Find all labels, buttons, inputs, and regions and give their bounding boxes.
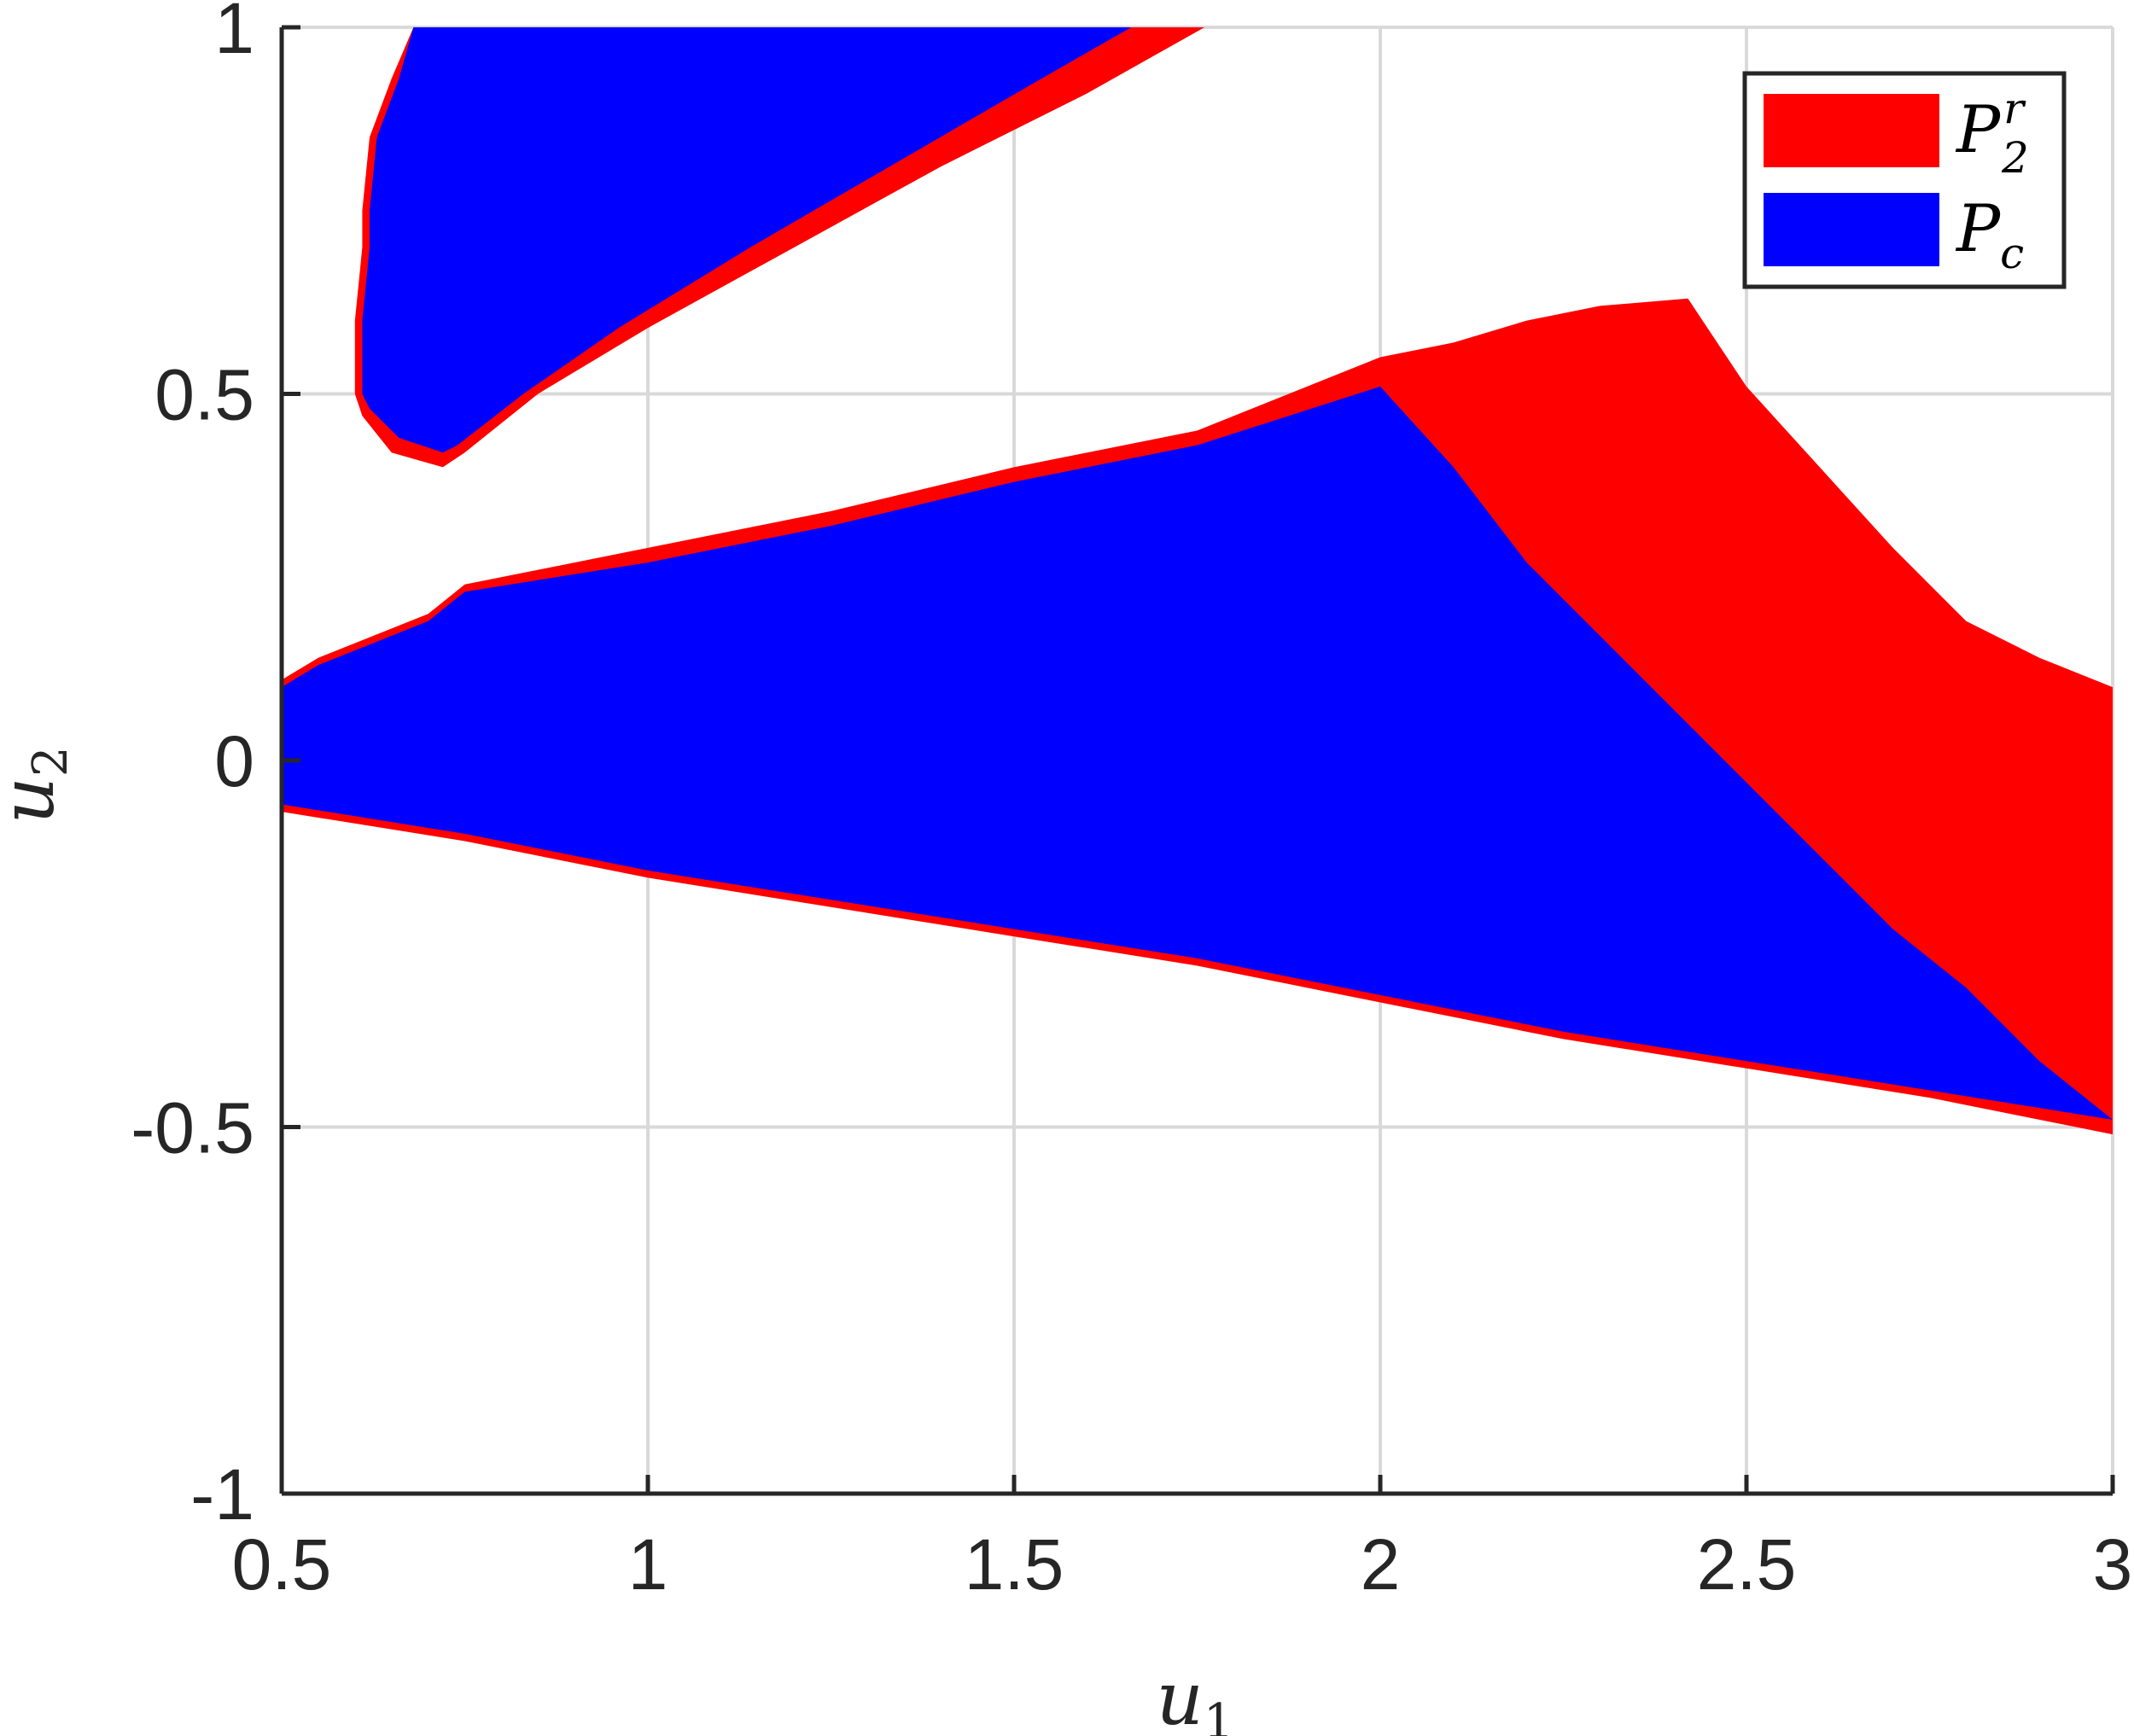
legend-label-pc-sub: c	[2000, 229, 2024, 278]
y-axis-label: u2	[0, 746, 79, 824]
y-tick-label-3: 0.5	[155, 355, 254, 435]
x-axis-label: u1	[1156, 1657, 1233, 1736]
y-tick-label-0: -1	[190, 1454, 254, 1535]
x-tick-label-3: 2	[1361, 1524, 1401, 1605]
legend-label-p2r-sup: r	[2003, 84, 2026, 133]
ticks-layer: 0.5 1 1.5 2 2.5 3 -1 -0.5 0 0.5 1	[131, 0, 2132, 1605]
y-axis-label-sub: 2	[23, 746, 79, 777]
region-pc-0	[362, 27, 1132, 453]
legend-label-p2r-sub: 2	[2001, 133, 2029, 183]
y-axis-label-base: u	[0, 777, 71, 824]
legend: Pr 2 Pc	[1742, 71, 2067, 289]
x-tick-label-5: 3	[2093, 1524, 2133, 1605]
legend-label-pc-base: P	[1955, 190, 2002, 266]
legend-label-p2r: Pr 2	[1955, 84, 2029, 183]
legend-swatch-pc	[1764, 193, 1939, 266]
x-axis-label-base: u	[1156, 1657, 1203, 1736]
y-tick-label-2: 0	[214, 721, 254, 801]
legend-swatch-p2r	[1764, 94, 1939, 167]
legend-label-pc: Pc	[1955, 190, 2024, 278]
x-axis-label-sub: 1	[1204, 1694, 1234, 1736]
x-tick-label-2: 1.5	[965, 1524, 1064, 1605]
x-tick-label-0: 0.5	[232, 1524, 332, 1605]
series-layer	[282, 27, 2113, 1135]
legend-label-p2r-base: P	[1955, 91, 2002, 167]
region-pc-1	[282, 386, 2113, 1120]
x-tick-label-4: 2.5	[1697, 1524, 1797, 1605]
x-tick-label-1: 1	[628, 1524, 668, 1605]
y-tick-label-1: -0.5	[131, 1088, 254, 1168]
y-tick-label-4: 1	[214, 0, 254, 68]
series-pc	[282, 27, 2113, 1120]
